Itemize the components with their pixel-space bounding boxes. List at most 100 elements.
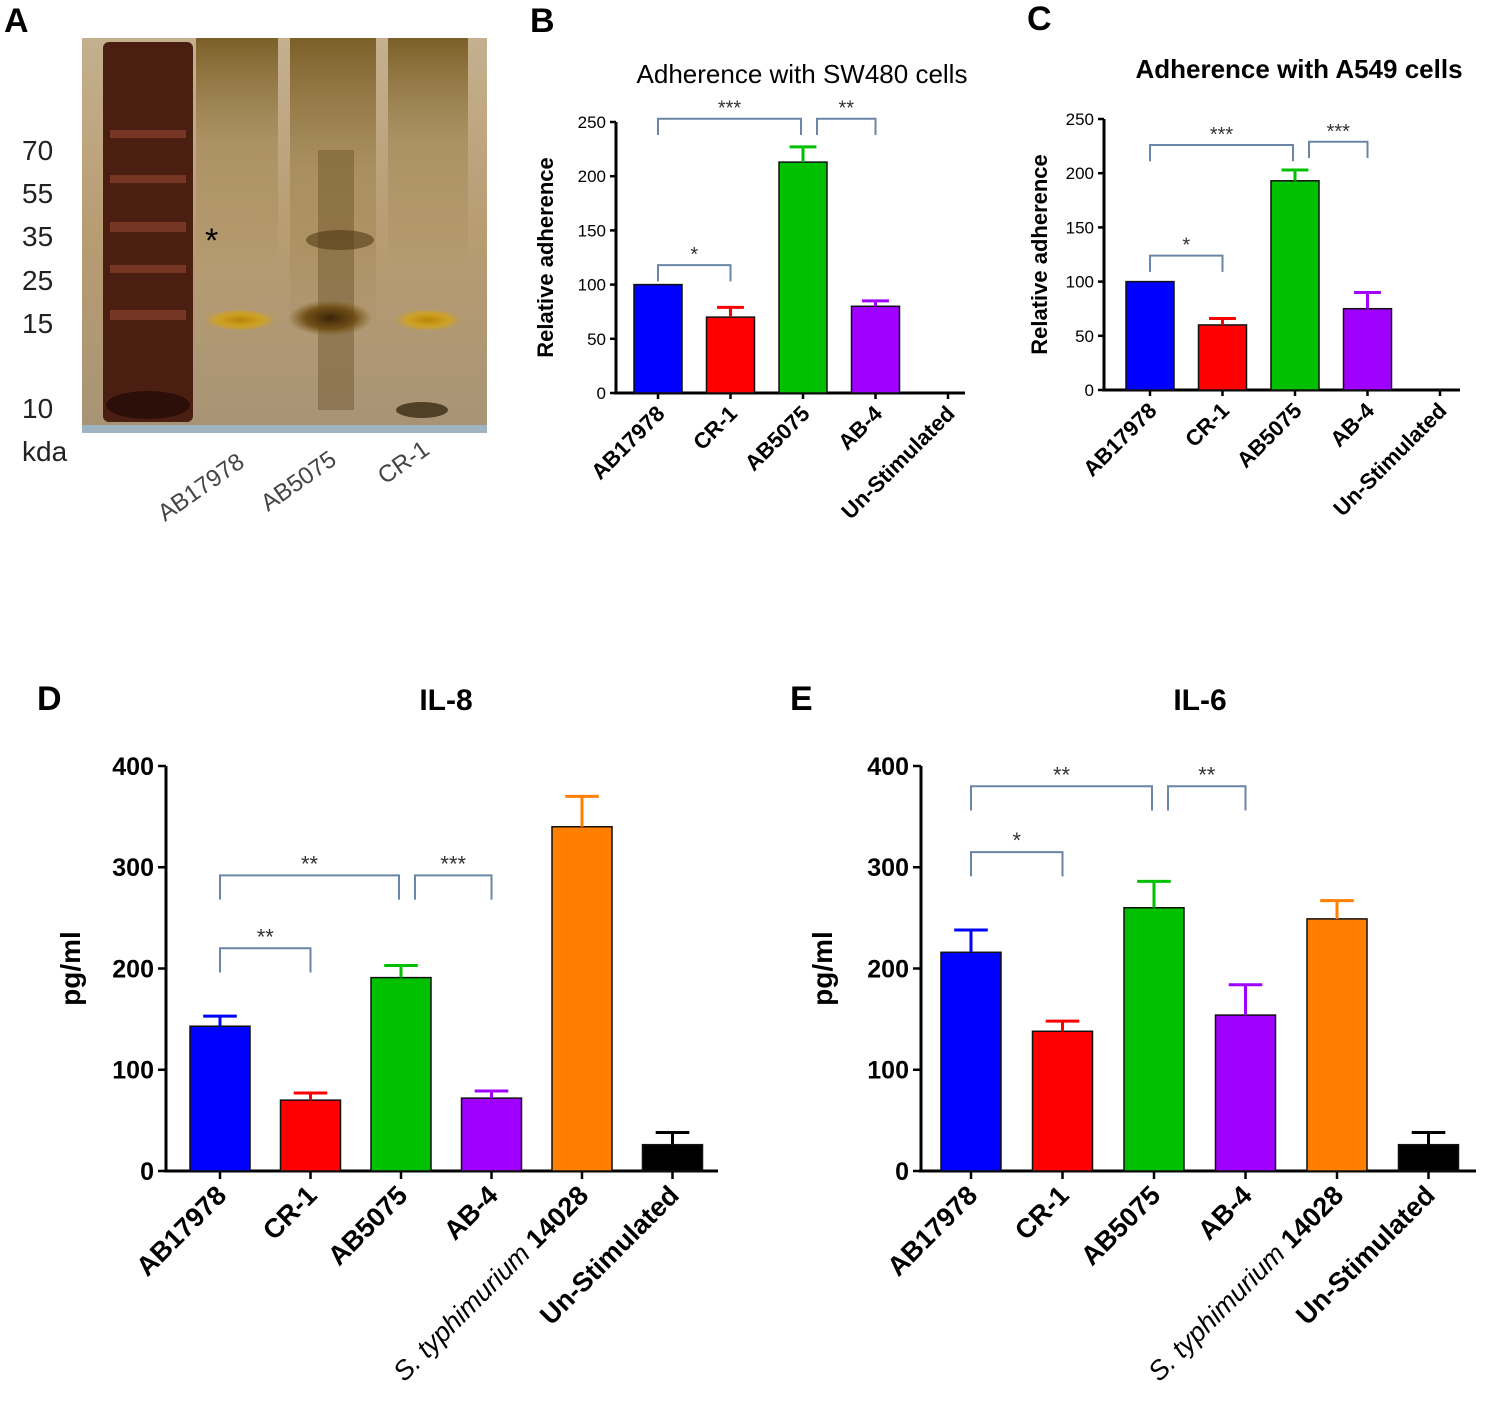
gel-band-cr1 [394, 309, 462, 331]
y-tick-label: 300 [867, 854, 909, 882]
significance-label: *** [440, 851, 466, 876]
significance-bracket [1167, 785, 1247, 811]
gel-streak-lane-2 [318, 150, 354, 410]
x-category-label: AB-4 [438, 1180, 504, 1246]
y-tick-label: 0 [895, 1158, 909, 1186]
lane-label-cr1: CR-1 [373, 436, 434, 490]
x-category-label: AB5075 [1075, 1180, 1166, 1271]
significance-bracket [219, 874, 400, 900]
significance-bracket [1308, 140, 1369, 159]
x-category-label: CR-1 [257, 1180, 323, 1246]
gel-smear-lane-1 [196, 38, 278, 268]
y-tick-label: 250 [1066, 110, 1094, 129]
marker-25: 25 [22, 265, 53, 296]
chart-b: Adherence with SW480 cells Relative adher… [533, 59, 967, 524]
x-category-label: AB17978 [1078, 398, 1161, 481]
y-axis-label: pg/ml [55, 931, 86, 1006]
significance-bracket [219, 947, 312, 973]
bar [189, 1025, 251, 1172]
gel-lane-labels: AB17978 AB5075 CR-1 [153, 436, 434, 527]
chart-c: Adherence with A549 cells Relative adhere… [1027, 54, 1463, 521]
bar [1031, 1030, 1094, 1172]
significance-bracket [1149, 144, 1294, 162]
y-tick-label: 200 [112, 955, 154, 983]
marker-15: 15 [22, 308, 53, 339]
y-tick-label: 0 [140, 1158, 154, 1186]
bar [1214, 1014, 1277, 1172]
bar [1123, 907, 1185, 1172]
gel-smear-lane-2 [290, 38, 376, 338]
gel-ladder-bands [110, 130, 186, 320]
panel-label-d: D [37, 680, 62, 718]
marker-35: 35 [22, 221, 53, 252]
x-category-label: AB-4 [1192, 1180, 1258, 1246]
x-category-label: CR-1 [688, 401, 742, 455]
gel-smear-lane-3 [388, 38, 468, 268]
bar [1306, 918, 1368, 1172]
x-category-label: CR-1 [1180, 398, 1234, 452]
gel-marker-labels: 70 55 35 25 15 10 kda [22, 135, 68, 467]
chart-title: Adherence with SW480 cells [637, 59, 968, 89]
bar [1397, 1143, 1460, 1172]
significance-label: * [1182, 235, 1190, 257]
significance-label: ** [301, 851, 319, 876]
significance-bracket [657, 264, 732, 282]
x-category-label: AB5075 [740, 401, 815, 476]
y-tick-label: 150 [578, 221, 606, 240]
y-tick-label: 250 [578, 113, 606, 132]
significance-bracket [414, 874, 493, 900]
bar [279, 1099, 342, 1172]
significance-bracket [970, 785, 1153, 811]
y-axis-label: Relative adherence [1027, 154, 1052, 355]
marker-55: 55 [22, 178, 53, 209]
bar [370, 976, 432, 1172]
y-tick-label: 50 [587, 330, 606, 349]
x-category-label: CR-1 [1009, 1180, 1075, 1246]
x-category-label: AB17978 [586, 401, 669, 484]
x-category-label: AB-4 [833, 400, 888, 455]
significance-bracket [970, 851, 1064, 877]
significance-label: * [690, 244, 698, 266]
bar [1125, 280, 1175, 391]
y-tick-label: 100 [1066, 273, 1094, 292]
significance-label: ** [257, 924, 275, 949]
gel-band-ab5075 [288, 300, 372, 336]
chart-title: Adherence with A549 cells [1135, 54, 1462, 84]
panel-label-c: C [1027, 0, 1052, 38]
marker-70: 70 [22, 135, 53, 166]
x-category-label-strain: 14028 [1275, 1180, 1349, 1254]
bar [551, 826, 613, 1172]
bar [641, 1143, 704, 1172]
bar [940, 951, 1002, 1172]
x-category-label: AB5075 [322, 1180, 413, 1271]
bar [1342, 307, 1393, 391]
bar [705, 316, 756, 394]
y-tick-label: 400 [112, 753, 154, 781]
bar [460, 1097, 523, 1172]
x-category-label-italic: S. typhimurium [387, 1233, 541, 1387]
y-tick-label: 400 [867, 753, 909, 781]
bar [850, 305, 901, 394]
y-tick-label: 100 [112, 1057, 154, 1085]
significance-label: *** [1210, 124, 1234, 146]
gel-panel [82, 38, 487, 433]
x-category-label: AB17978 [881, 1180, 983, 1282]
bar [1197, 324, 1248, 391]
x-category-label: AB17978 [130, 1180, 232, 1282]
y-tick-label: 150 [1066, 218, 1094, 237]
panel-label-e: E [790, 680, 813, 718]
y-tick-label: 50 [1075, 327, 1094, 346]
y-tick-label: 100 [867, 1057, 909, 1085]
chart-title: IL-8 [419, 684, 472, 717]
gel-band-cr1-bottom [396, 402, 448, 418]
significance-label: *** [1327, 121, 1351, 143]
x-category-label-strain: 14028 [520, 1180, 594, 1254]
y-tick-label: 200 [867, 955, 909, 983]
y-tick-label: 200 [578, 167, 606, 186]
gel-ladder-bottom-band [106, 391, 190, 419]
x-category-label: AB5075 [1232, 398, 1307, 473]
chart-title: IL-6 [1173, 684, 1226, 717]
x-category-label: AB-4 [1325, 397, 1380, 452]
y-tick-label: 0 [1085, 381, 1094, 400]
